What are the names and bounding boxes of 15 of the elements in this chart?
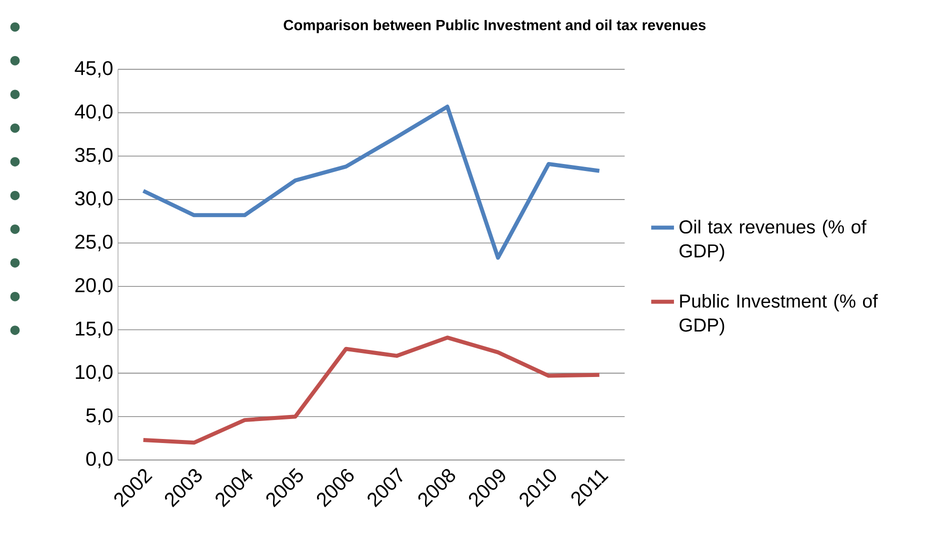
y-tick-label: 45,0 — [74, 61, 112, 78]
line-series — [141, 104, 602, 260]
y-tick-label: 25,0 — [75, 234, 112, 252]
y-tick-label: 35,0 — [75, 148, 112, 164]
y-tick-label: 40,0 — [74, 104, 112, 121]
legend-label: Oil tax revenues (% of GDP) — [680, 220, 866, 262]
y-tick-label: 30,0 — [75, 191, 112, 208]
y-tick-label: 20,0 — [75, 278, 112, 295]
legend-label: Public Investment (% of GDP) — [680, 294, 878, 336]
y-tick-label: 0,0 — [86, 452, 112, 468]
y-tick-label: 15,0 — [76, 322, 112, 338]
line-series — [141, 336, 602, 445]
y-tick-label: 5,0 — [86, 408, 112, 425]
chart-title: Comparison between Public Investment and oil tax revenues — [284, 20, 706, 34]
y-tick-label: 10,0 — [76, 364, 112, 382]
